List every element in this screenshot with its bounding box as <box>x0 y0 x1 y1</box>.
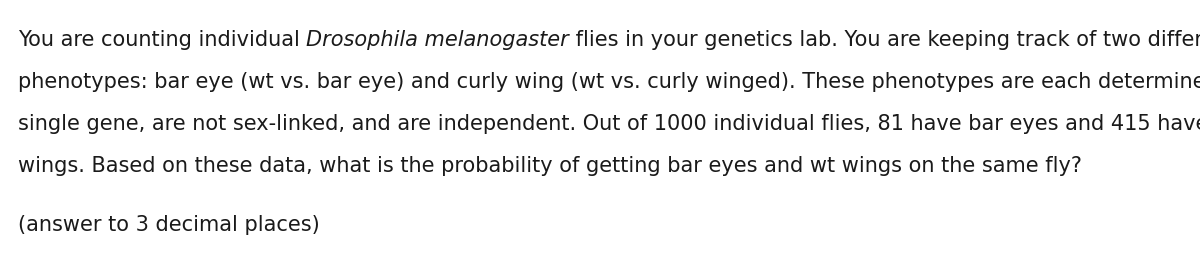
Text: phenotypes: bar eye (wt vs. bar eye) and curly wing (wt vs. curly winged). These: phenotypes: bar eye (wt vs. bar eye) and… <box>18 72 1200 92</box>
Text: single gene, are not sex-linked, and are independent. Out of 1000 individual fli: single gene, are not sex-linked, and are… <box>18 114 1200 134</box>
Text: flies in your genetics lab. You are keeping track of two different: flies in your genetics lab. You are keep… <box>569 30 1200 50</box>
Text: wings. Based on these data, what is the probability of getting bar eyes and wt w: wings. Based on these data, what is the … <box>18 156 1082 176</box>
Text: You are counting individual: You are counting individual <box>18 30 306 50</box>
Text: (answer to 3 decimal places): (answer to 3 decimal places) <box>18 215 319 235</box>
Text: Drosophila melanogaster: Drosophila melanogaster <box>306 30 569 50</box>
